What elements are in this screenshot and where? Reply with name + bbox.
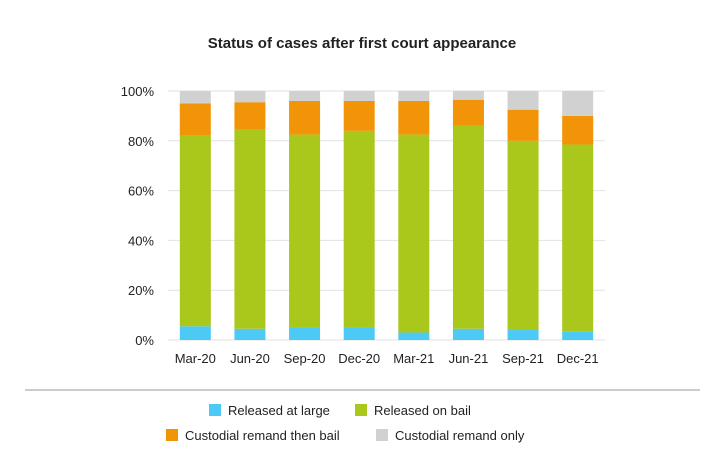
y-tick-label: 20% xyxy=(128,283,154,298)
bar-segment xyxy=(562,115,594,145)
legend-label: Custodial remand only xyxy=(395,428,525,443)
gridlines xyxy=(168,90,605,341)
legend-swatch xyxy=(355,404,367,416)
bar-segment xyxy=(507,330,539,340)
chart-title: Status of cases after first court appear… xyxy=(208,35,516,52)
x-tick-label: Mar-20 xyxy=(175,351,216,366)
bar-segment xyxy=(179,326,211,340)
legend-swatch xyxy=(166,429,178,441)
x-tick-label: Sep-20 xyxy=(284,351,326,366)
x-tick-label: Jun-21 xyxy=(449,351,489,366)
bar-segment xyxy=(234,91,266,103)
bar-segment xyxy=(452,91,484,100)
x-tick-label: Dec-20 xyxy=(338,351,380,366)
y-tick-label: 100% xyxy=(121,84,155,99)
bar-segment xyxy=(179,135,211,327)
legend-label: Custodial remand then bail xyxy=(185,428,340,443)
bar-segment xyxy=(507,91,539,110)
legend-label: Released at large xyxy=(228,403,330,418)
bar-segment xyxy=(234,102,266,130)
bar-segment xyxy=(452,125,484,329)
bar-segment xyxy=(234,328,266,340)
bar-segment xyxy=(398,91,430,101)
bar-segment xyxy=(507,109,539,141)
bar-segment xyxy=(234,129,266,329)
bar-segment xyxy=(179,91,211,104)
legend-label: Released on bail xyxy=(374,403,471,418)
bar-segment xyxy=(343,100,375,131)
bar-segment xyxy=(289,327,321,340)
y-tick-label: 40% xyxy=(128,233,154,248)
bar-segment xyxy=(562,91,594,116)
y-tick-label: 60% xyxy=(128,184,154,199)
bar-segment xyxy=(343,91,375,101)
bar-segment xyxy=(452,99,484,126)
x-tick-label: Sep-21 xyxy=(502,351,544,366)
x-tick-label: Mar-21 xyxy=(393,351,434,366)
bar-segment xyxy=(398,100,430,135)
legend: Released at large Released on bail Custodi… xyxy=(166,403,525,443)
bar-segment xyxy=(289,100,321,135)
bar-segment xyxy=(343,130,375,328)
bar-segment xyxy=(343,327,375,340)
legend-swatch xyxy=(209,404,221,416)
bar-segment xyxy=(289,91,321,101)
y-tick-label: 0% xyxy=(135,333,154,348)
bar-segment xyxy=(398,332,430,340)
legend-swatch xyxy=(376,429,388,441)
x-axis-ticks: Mar-20 Jun-20 Sep-20 Dec-20 Mar-21 Jun-21 Sep-… xyxy=(175,351,599,366)
bar-segment xyxy=(179,103,211,136)
y-tick-label: 80% xyxy=(128,134,154,149)
x-tick-label: Dec-21 xyxy=(557,351,599,366)
bar-segment xyxy=(507,140,539,331)
bar-segment xyxy=(398,134,430,333)
y-axis-ticks: 0% 20% 40% 60% 80% 100% xyxy=(121,84,155,348)
bar-segment xyxy=(562,331,594,340)
x-tick-label: Jun-20 xyxy=(230,351,270,366)
bars xyxy=(179,91,594,340)
bar-segment xyxy=(289,134,321,328)
bar-segment xyxy=(562,144,594,332)
bar-segment xyxy=(452,328,484,340)
